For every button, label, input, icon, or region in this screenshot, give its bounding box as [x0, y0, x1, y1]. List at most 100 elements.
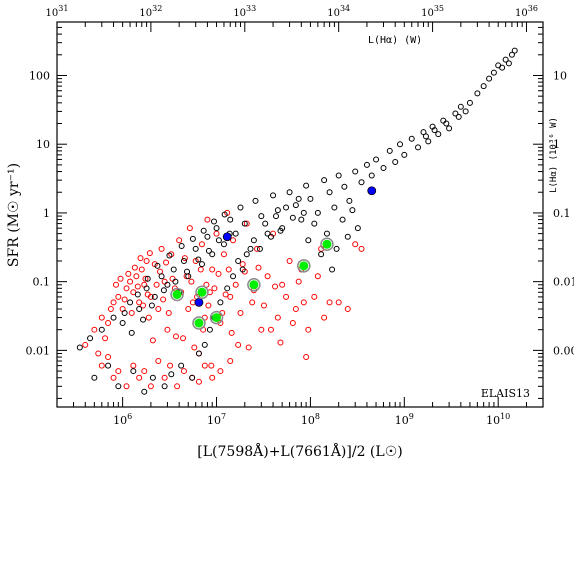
data-point: [311, 293, 318, 300]
data-point: [113, 281, 120, 288]
data-point: [123, 383, 130, 390]
data-point: [153, 281, 160, 288]
top-tick-label: 1031: [46, 4, 69, 19]
data-point: [142, 275, 149, 282]
data-point: [149, 374, 156, 381]
data-point: [87, 335, 94, 342]
data-point: [295, 195, 302, 202]
data-point: [76, 344, 83, 351]
data-point-ring: [170, 287, 184, 302]
data-point: [373, 156, 380, 163]
data-point-highlight: [322, 239, 332, 249]
data-point: [206, 326, 213, 333]
data-point: [123, 285, 130, 292]
data-point: [204, 233, 211, 240]
data-point: [141, 368, 148, 375]
data-point: [117, 275, 124, 282]
data-point: [443, 120, 450, 127]
data-point: [201, 362, 208, 369]
data-point: [235, 257, 242, 264]
data-point: [256, 245, 263, 252]
data-point: [286, 189, 293, 196]
data-point: [314, 273, 321, 280]
data-point: [344, 233, 351, 240]
y-tick-label: 10: [36, 138, 50, 151]
data-point: [292, 306, 299, 313]
data-point: [260, 302, 267, 309]
data-point: [161, 278, 168, 285]
data-point: [213, 230, 220, 237]
data-point: [292, 202, 299, 209]
data-point: [264, 230, 271, 237]
data-point: [221, 211, 228, 218]
data-point: [323, 230, 330, 237]
data-point: [185, 306, 192, 313]
data-point: [303, 182, 310, 189]
data-point: [286, 257, 293, 264]
data-point: [140, 316, 147, 323]
data-point: [250, 237, 257, 244]
data-point: [300, 209, 307, 216]
data-point-highlight: [197, 287, 207, 297]
data-point: [160, 287, 167, 294]
data-point-ring: [247, 278, 261, 292]
top-tick-label: 1033: [233, 4, 256, 19]
data-point: [174, 383, 181, 390]
data-point: [425, 138, 432, 145]
data-point: [180, 257, 187, 264]
data-point: [110, 299, 117, 306]
data-point: [195, 378, 202, 385]
data-point: [134, 283, 141, 290]
data-point: [318, 251, 325, 258]
data-point: [420, 129, 427, 136]
data-point: [508, 51, 515, 58]
data-point: [440, 117, 447, 124]
data-point: [274, 207, 281, 214]
x-tick-label: 107: [207, 412, 226, 427]
data-point: [222, 291, 229, 298]
data-point: [209, 251, 216, 258]
data-point: [217, 299, 224, 306]
data-point: [166, 252, 173, 259]
data-point: [386, 147, 393, 154]
data-point: [273, 213, 280, 220]
data-point: [121, 309, 128, 316]
data-point: [392, 159, 399, 166]
data-point: [239, 261, 246, 268]
data-points: [76, 47, 518, 395]
data-point: [164, 326, 171, 333]
data-point: [163, 259, 170, 266]
data-point: [368, 172, 375, 179]
axis-ticks: [56, 21, 544, 407]
data-point: [91, 374, 98, 381]
data-point: [335, 299, 342, 306]
data-point: [110, 374, 117, 381]
data-point: [502, 56, 509, 63]
data-point: [227, 358, 234, 365]
data-point: [213, 225, 220, 232]
data-point-ring: [209, 310, 224, 325]
data-point: [321, 177, 328, 184]
data-point: [277, 227, 284, 234]
data-point: [178, 362, 185, 369]
data-point: [326, 299, 333, 306]
data-point: [143, 285, 150, 292]
data-point: [298, 216, 305, 223]
data-point: [95, 350, 102, 357]
data-point: [146, 250, 153, 257]
data-point: [455, 113, 462, 120]
data-point: [341, 183, 348, 190]
data-point: [225, 266, 232, 273]
data-point: [211, 285, 218, 292]
data-point: [154, 262, 161, 269]
data-point: [125, 270, 132, 277]
data-point: [230, 273, 237, 280]
data-point: [235, 341, 242, 348]
data-point: [161, 383, 168, 390]
data-point: [422, 133, 429, 140]
data-point: [186, 225, 193, 232]
data-point: [232, 281, 239, 288]
data-point: [161, 374, 168, 381]
data-point: [220, 251, 227, 258]
data-point: [145, 314, 152, 321]
